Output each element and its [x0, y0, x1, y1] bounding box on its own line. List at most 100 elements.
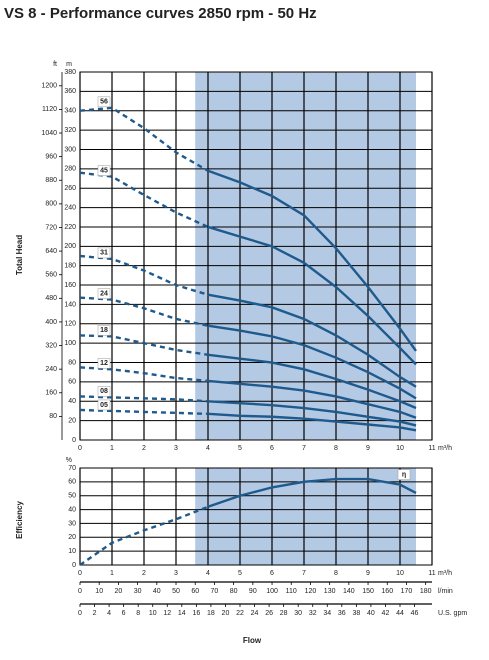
- chart-title: VS 8 - Performance curves 2850 rpm - 50 …: [4, 5, 317, 22]
- flow-tick-label: 170: [401, 588, 413, 595]
- curve: [79, 334, 209, 356]
- y-tick-label: 60: [68, 479, 76, 486]
- flow-tick-label: 6: [122, 610, 126, 617]
- y-tick-label: 320: [64, 127, 76, 134]
- x-tick-label: 0: [78, 445, 82, 452]
- x-tick-label: 9: [366, 570, 370, 577]
- flow-tick-label: 46: [411, 610, 419, 617]
- y-tick-label: 60: [68, 379, 76, 386]
- y-tick-label: 240: [64, 204, 76, 211]
- curve: [207, 324, 417, 400]
- flow-tick-label: 20: [115, 588, 123, 595]
- y2-unit: ft: [53, 61, 57, 68]
- y2-tick-label: 80: [49, 413, 57, 420]
- flow-tick-label: 16: [192, 610, 200, 617]
- curve: [207, 477, 417, 508]
- shaded-region: [195, 72, 416, 440]
- y-tick-label: 120: [64, 321, 76, 328]
- curve-label: 56: [100, 99, 108, 106]
- flow-tick-label: 42: [382, 610, 390, 617]
- flow-tick-label: 24: [251, 610, 259, 617]
- flow-tick-label: 8: [136, 610, 140, 617]
- curve-label-box: [397, 469, 411, 480]
- y-tick-label: 0: [72, 437, 76, 444]
- y-tick-label: 160: [64, 282, 76, 289]
- flow-tick-label: 180: [420, 588, 432, 595]
- x-tick-label: 11: [428, 445, 435, 452]
- y-unit: %: [66, 457, 72, 464]
- flow-tick-label: 38: [352, 610, 360, 617]
- x-tick-label: 3: [174, 445, 178, 452]
- x-tick-label: 6: [270, 570, 274, 577]
- flow-tick-label: 160: [381, 588, 393, 595]
- curve: [207, 400, 417, 427]
- x-tick-label: 7: [302, 570, 306, 577]
- flow-tick-label: 34: [323, 610, 331, 617]
- curve-label: 31: [100, 250, 108, 257]
- x-unit: m³/h: [438, 445, 452, 452]
- y-tick-label: 40: [68, 398, 76, 405]
- curve: [207, 379, 417, 419]
- y-tick-label: 340: [64, 108, 76, 115]
- y-tick-label: 260: [64, 185, 76, 192]
- curve: [207, 225, 417, 366]
- flow-tick-label: 26: [265, 610, 273, 617]
- flow-tick-label: 120: [305, 588, 317, 595]
- x-tick-label: 9: [366, 445, 370, 452]
- x-tick-label: 11: [428, 570, 435, 577]
- flow-unit: l/min: [438, 588, 453, 595]
- curve: [207, 412, 417, 432]
- y2-tick-label: 960: [45, 153, 57, 160]
- x-tick-label: 5: [238, 445, 242, 452]
- x-tick-label: 8: [334, 445, 338, 452]
- curve: [79, 296, 209, 327]
- y2-tick-label: 800: [45, 201, 57, 208]
- curve-label: 12: [100, 360, 108, 367]
- x-tick-label: 7: [302, 445, 306, 452]
- flow-tick-label: 0: [78, 610, 82, 617]
- curve-label: 05: [100, 402, 108, 409]
- flow-tick-label: 50: [172, 588, 180, 595]
- flow-tick-label: 12: [163, 610, 171, 617]
- flow-tick-label: 36: [338, 610, 346, 617]
- x-tick-label: 1: [110, 570, 114, 577]
- flow-tick-label: 40: [153, 588, 161, 595]
- y-tick-label: 280: [64, 166, 76, 173]
- x-tick-label: 4: [206, 445, 210, 452]
- y2-tick-label: 400: [45, 319, 57, 326]
- flow-tick-label: 10: [149, 610, 157, 617]
- flow-tick-label: 40: [367, 610, 375, 617]
- x-tick-label: 10: [396, 570, 404, 577]
- curve: [207, 353, 417, 410]
- curve-label: 08: [100, 388, 108, 395]
- curve-label: 18: [100, 327, 108, 334]
- x-tick-label: 3: [174, 570, 178, 577]
- y-tick-label: 10: [68, 548, 76, 555]
- flow-tick-label: 14: [178, 610, 186, 617]
- curve-label: η: [402, 471, 406, 478]
- x-tick-label: 1: [110, 445, 114, 452]
- x-tick-label: 6: [270, 445, 274, 452]
- curve-label-box: [97, 165, 111, 176]
- y-tick-label: 20: [68, 534, 76, 541]
- flow-tick-label: 10: [95, 588, 103, 595]
- flow-tick-label: 28: [280, 610, 288, 617]
- y-tick-label: 140: [64, 301, 76, 308]
- flow-tick-label: 30: [134, 588, 142, 595]
- y2-tick-label: 880: [45, 177, 57, 184]
- y2-tick-label: 720: [45, 224, 57, 231]
- x-unit: m³/h: [438, 570, 452, 577]
- y-tick-label: 50: [68, 493, 76, 500]
- y-axis-title: Efficiency: [15, 501, 24, 539]
- curve: [79, 505, 209, 566]
- curve: [207, 169, 417, 352]
- flow-tick-label: 80: [230, 588, 238, 595]
- curve-label: 45: [100, 167, 108, 174]
- flow-tick-label: 32: [309, 610, 317, 617]
- y-tick-label: 100: [64, 340, 76, 347]
- x-tick-label: 2: [142, 570, 146, 577]
- y-tick-label: 360: [64, 88, 76, 95]
- curve-label-box: [97, 247, 111, 259]
- curve: [79, 366, 209, 383]
- y-tick-label: 80: [68, 359, 76, 366]
